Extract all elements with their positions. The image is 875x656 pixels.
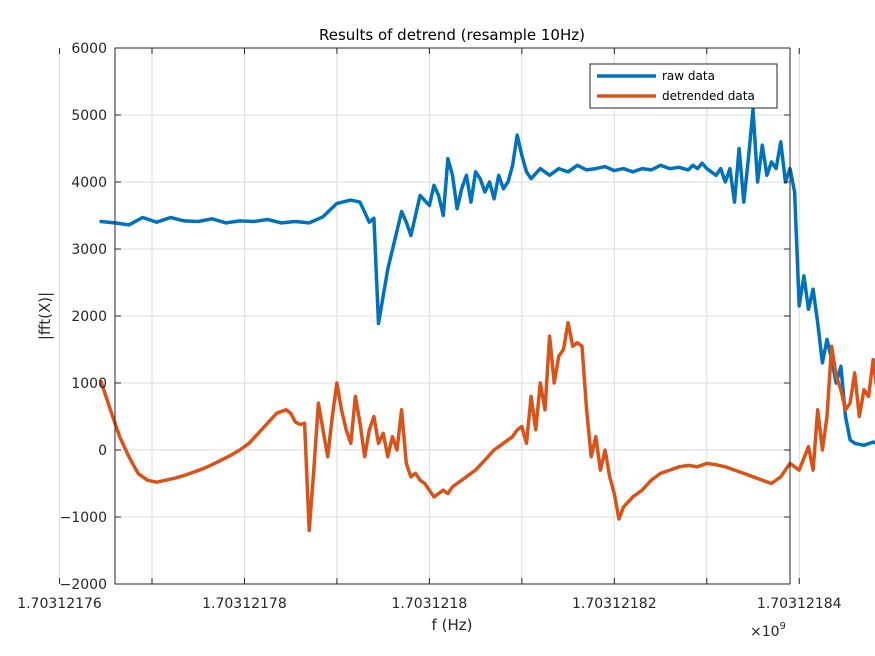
x-exponent-power: 9 <box>780 621 786 632</box>
axis-ticks: 1.70312176 1.70312178 1.7031218 1.70312182 1… <box>17 41 841 612</box>
plot-lines <box>99 107 875 533</box>
x-exponent-label: ×109 <box>750 621 786 640</box>
x-tick-label: 1.70312178 <box>202 596 287 612</box>
legend-box <box>589 63 778 109</box>
series-line-detrended-data <box>99 320 875 533</box>
series-line-raw-data <box>99 107 875 448</box>
chart-title: Results of detrend (resample 10Hz) <box>319 26 585 44</box>
x-axis-label: f (Hz) <box>432 616 473 634</box>
legend: raw data detrended data <box>589 63 778 109</box>
x-tick-label: 1.70312176 <box>17 596 102 612</box>
y-tick-label: 5000 <box>71 108 107 124</box>
y-tick-label: −1000 <box>60 510 107 526</box>
y-tick-label: 4000 <box>71 175 107 191</box>
y-tick-label: 2000 <box>71 309 107 325</box>
legend-entry-detrended-data: detrended data <box>662 89 755 103</box>
y-tick-label: 3000 <box>71 242 107 258</box>
legend-entry-raw-data: raw data <box>662 69 715 83</box>
y-tick-label: 0 <box>98 443 107 459</box>
y-tick-label: 6000 <box>71 41 107 57</box>
y-tick-label: 1000 <box>71 376 107 392</box>
x-tick-label: 1.7031218 <box>392 596 468 612</box>
y-tick-label: −2000 <box>60 577 107 593</box>
x-tick-label: 1.70312182 <box>572 596 657 612</box>
x-tick-label: 1.70312184 <box>757 596 842 612</box>
y-axis-label: |fft(X)| <box>36 292 54 340</box>
